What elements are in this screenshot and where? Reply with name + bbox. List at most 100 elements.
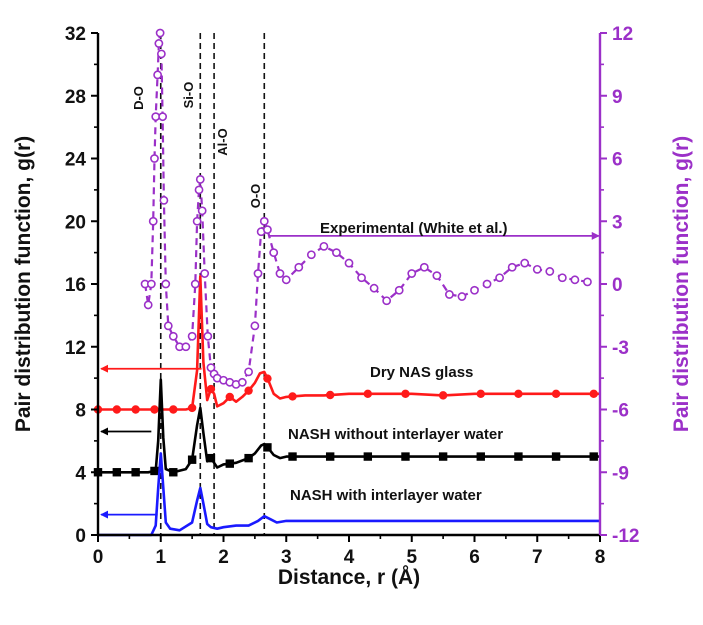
annotation-arrows <box>100 231 600 519</box>
experimental-point <box>407 269 417 278</box>
dry-nas-marker <box>169 405 178 414</box>
y2-tick-label: 12 <box>612 24 633 45</box>
x-tick-label: 8 <box>595 547 606 568</box>
dry-nas-marker <box>363 389 373 399</box>
nash-without-marker <box>112 468 122 477</box>
y2-tick-label: -6 <box>612 401 629 422</box>
x-tick-label: 6 <box>469 547 480 568</box>
experimental-point <box>269 248 279 258</box>
x-tick-label: 1 <box>155 547 166 568</box>
dry-nas-marker <box>112 405 122 414</box>
x-tick-label: 3 <box>281 547 292 568</box>
x-tick-label: 2 <box>218 547 229 568</box>
experimental-point <box>153 70 163 80</box>
experimental-point <box>520 258 530 268</box>
y-tick-label: 0 <box>75 526 86 547</box>
experimental-point <box>155 28 165 38</box>
experimental-point <box>143 300 153 310</box>
x-axis-title: Distance, r (Å) <box>278 565 420 589</box>
experimental-point <box>545 267 555 276</box>
text-layer: Experimental (White et al.) Dry NAS glas… <box>12 136 693 589</box>
x-tick-label: 0 <box>93 547 104 568</box>
experimental-point <box>344 258 354 268</box>
x-tick-label: 7 <box>532 547 543 568</box>
experimental-point <box>187 331 197 341</box>
dry-nas-marker <box>476 389 485 399</box>
experimental-point <box>156 49 166 59</box>
experimental-point <box>495 273 504 283</box>
nash-without-marker <box>288 452 297 461</box>
experimental-point <box>194 185 204 195</box>
dry-nas-marker <box>263 374 272 383</box>
experimental-point <box>161 279 171 289</box>
experimental-point <box>200 269 210 278</box>
y2-tick-label: 0 <box>612 275 623 296</box>
experimental-point <box>583 277 592 287</box>
bond-label-d-o: D-O <box>131 86 146 110</box>
experimental-point <box>159 195 169 205</box>
y2-tick-label: 6 <box>612 150 623 171</box>
dry-nas-marker <box>438 391 448 400</box>
nash-without-marker <box>401 452 410 461</box>
y2-tick-label: 3 <box>612 212 623 233</box>
dry-nas-marker <box>514 389 523 399</box>
experimental-point <box>197 206 207 216</box>
experimental-point <box>168 331 178 341</box>
nash-without-marker <box>325 452 335 461</box>
nash-without-marker <box>551 452 561 461</box>
dry-nas-marker <box>551 389 561 399</box>
experimental-point <box>158 112 168 122</box>
nash-without-marker <box>589 452 598 461</box>
dry-nas-marker <box>187 403 197 413</box>
nash-without-marker <box>187 455 197 464</box>
experimental-point <box>369 283 379 293</box>
y2-tick-label: -12 <box>612 526 639 547</box>
experimental-point <box>444 290 454 299</box>
experimental-point <box>192 216 202 226</box>
annotation-nash-without-water: NASH without interlayer water <box>288 426 503 443</box>
experimental-point <box>470 285 479 295</box>
nash-without-marker <box>150 466 159 476</box>
y-tick-label: 20 <box>65 212 86 233</box>
experimental-point <box>150 154 159 163</box>
nash-without-marker <box>363 452 373 461</box>
annotation-nash-with-water: NASH with interlayer water <box>290 487 482 504</box>
experimental-point <box>190 279 200 289</box>
experimental-point <box>146 279 156 289</box>
nash-without-marker <box>263 443 272 452</box>
experimental-point <box>237 377 247 387</box>
y-tick-label: 8 <box>75 401 86 422</box>
experimental-point <box>275 269 285 278</box>
dry-nas-marker <box>225 392 234 402</box>
experimental-point <box>507 262 517 272</box>
y2-tick-label: -9 <box>612 463 629 484</box>
x-tick-label: 5 <box>406 547 417 568</box>
experimental-point <box>332 248 341 258</box>
y-tick-label: 28 <box>65 87 86 108</box>
nash-without-marker <box>438 452 448 461</box>
experimental-point <box>357 273 366 283</box>
y2-tick-label: -3 <box>612 338 629 359</box>
experimental-point <box>244 367 253 377</box>
dry-nas-marker <box>244 386 253 395</box>
experimental-point <box>263 225 272 235</box>
dry-nas-marker <box>150 405 159 414</box>
experimental-point <box>557 273 567 283</box>
experimental-point <box>163 321 173 331</box>
dry-nas-marker <box>288 392 297 401</box>
y2-tick-label: 9 <box>612 87 623 108</box>
experimental-point <box>382 296 392 306</box>
experimental-point <box>294 262 304 272</box>
experimental-point <box>306 250 316 260</box>
experimental-point <box>319 241 329 251</box>
bond-label-o-o: O-O <box>248 184 263 209</box>
experimental-point <box>432 271 442 281</box>
experimental-point <box>394 285 404 295</box>
experimental-point <box>457 292 467 301</box>
dry-nas-marker <box>401 389 410 399</box>
y-axis-title: Pair distribution function, g(r) <box>12 136 35 432</box>
y-tick-label: 16 <box>65 275 86 296</box>
